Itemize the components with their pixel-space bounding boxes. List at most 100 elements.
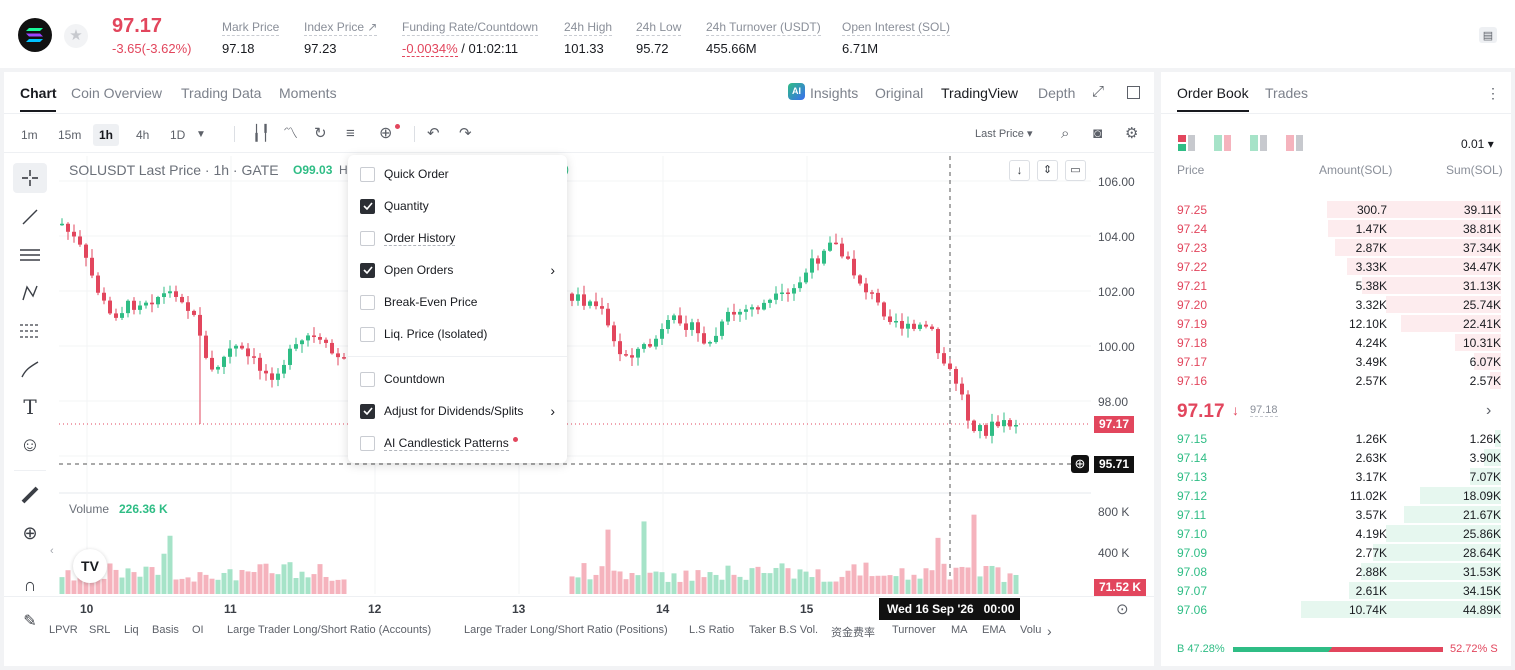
indicator-basis[interactable]: Basis [152,624,179,636]
search-icon[interactable]: ⌕ [1061,125,1070,142]
ask-row[interactable]: 97.17 3.49K 6.07K [1177,352,1501,371]
view-split-icon[interactable] [1214,135,1231,151]
horizontal-lines-tool-icon[interactable] [13,240,47,270]
menu-item-quantity[interactable]: Quantity [360,196,429,216]
collapse-pane-icon[interactable]: ⇕ [1037,160,1058,181]
brush-tool-icon[interactable] [13,354,47,384]
indicator-taker-bs-vol[interactable]: Taker B.S Vol. [749,624,819,636]
view-bids-icon[interactable] [1250,135,1267,151]
checkbox-icon[interactable] [360,294,375,310]
fib-tool-icon[interactable] [13,316,47,346]
timeframe-dropdown-icon[interactable]: ▼ [196,129,206,140]
zoom-in-tool-icon[interactable]: ⊕ [22,522,38,543]
redo-icon[interactable]: ↷ [459,125,472,142]
candle-type-icon[interactable]: ╽╿ [252,125,271,142]
bid-row[interactable]: 97.07 2.61K 34.15K [1177,581,1501,600]
checkbox-icon[interactable] [360,371,375,387]
indicators-icon[interactable]: 〽 [283,125,299,142]
indicator-lpvr[interactable]: LPVR [49,624,78,636]
ask-row[interactable]: 97.19 12.10K 22.41K [1177,314,1501,333]
menu-item-order-history[interactable]: Order History [360,228,456,248]
bid-row[interactable]: 97.06 10.74K 44.89K [1177,600,1501,619]
view-both-icon[interactable] [1178,135,1195,151]
checkbox-icon[interactable] [360,326,375,342]
indicator-lt-ls-accounts[interactable]: Large Trader Long/Short Ratio (Accounts) [227,624,432,636]
ask-row[interactable]: 97.16 2.57K 2.57K [1177,371,1501,390]
bid-row[interactable]: 97.10 4.19K 25.86K [1177,524,1501,543]
chevron-right-icon[interactable]: › [1486,402,1492,419]
reset-scale-icon[interactable]: ⊙ [1116,601,1129,618]
indicator-oi[interactable]: OI [192,624,204,636]
tab-chart[interactable]: Chart [20,85,57,101]
candlestick-chart[interactable] [59,156,1091,594]
timeframe-15m[interactable]: 15m [58,128,82,142]
bid-row[interactable]: 97.15 1.26K 1.26K [1177,429,1501,448]
tab-order-book[interactable]: Order Book [1177,85,1249,101]
ruler-tool-icon[interactable] [13,480,47,510]
pencil-tool-icon[interactable]: ✎ [23,613,37,630]
ask-row[interactable]: 97.23 2.87K 37.34K [1177,238,1501,257]
checkbox-checked-icon[interactable] [360,198,375,214]
checkbox-checked-icon[interactable] [360,262,375,278]
bid-row[interactable]: 97.08 2.88K 31.53K [1177,562,1501,581]
timeframe-4h[interactable]: 4h [136,128,150,142]
indicator-ls-ratio[interactable]: L.S Ratio [689,624,735,636]
fullscreen-icon[interactable]: ⤢ [1092,83,1105,100]
menu-item-ai-candlestick[interactable]: AI Candlestick Patterns [360,433,518,453]
indicator-turnover[interactable]: Turnover [892,624,936,636]
tab-depth[interactable]: Depth [1038,85,1076,101]
compare-icon[interactable]: ↻ [314,125,327,142]
indicator-srl[interactable]: SRL [89,624,111,636]
checkbox-icon[interactable] [360,435,375,451]
checkbox-icon[interactable] [360,166,375,182]
menu-item-countdown[interactable]: Countdown [360,369,445,389]
timeframe-1h[interactable]: 1h [93,124,120,146]
bid-row[interactable]: 97.11 3.57K 21.67K [1177,505,1501,524]
camera-icon[interactable]: ◙ [1093,125,1103,142]
menu-item-break-even-price[interactable]: Break-Even Price [360,292,477,312]
ask-row[interactable]: 97.22 3.33K 34.47K [1177,257,1501,276]
checkbox-checked-icon[interactable] [360,403,375,419]
bid-row[interactable]: 97.12 11.02K 18.09K [1177,486,1501,505]
add-settings-icon[interactable]: ⊕ [379,125,393,142]
timeframe-1m[interactable]: 1m [21,128,38,142]
gear-icon[interactable]: ⚙ [1125,125,1139,142]
ask-row[interactable]: 97.21 5.38K 31.13K [1177,276,1501,295]
add-order-plus-icon[interactable]: ⊕ [1071,455,1089,473]
templates-icon[interactable]: ≡ [346,125,355,142]
pattern-tool-icon[interactable] [13,278,47,308]
crosshair-tool-icon[interactable] [13,163,47,193]
layout-toggle-icon[interactable] [1127,86,1140,99]
trendline-tool-icon[interactable] [13,202,47,232]
view-asks-icon[interactable] [1286,135,1303,151]
emoji-tool-icon[interactable]: ☺ [19,433,41,456]
indicator-ema[interactable]: EMA [982,624,1006,636]
bid-row[interactable]: 97.14 2.63K 3.90K [1177,448,1501,467]
price-source-select[interactable]: Last Price ▾ [975,128,1033,140]
stat-index-price[interactable]: Index Price ↗ 97.23 [304,20,378,56]
indicator-lt-ls-positions[interactable]: Large Trader Long/Short Ratio (Positions… [464,624,668,636]
tab-trading-data[interactable]: Trading Data [181,85,262,101]
maximize-pane-icon[interactable]: ▭ [1065,160,1086,181]
ask-row[interactable]: 97.20 3.32K 25.74K [1177,295,1501,314]
tradingview-logo[interactable]: TV [73,549,107,583]
menu-item-adjust-dividends[interactable]: Adjust for Dividends/Splits › [360,401,555,421]
tab-trades[interactable]: Trades [1265,85,1309,101]
indicator-liq[interactable]: Liq [124,624,139,636]
bid-row[interactable]: 97.13 3.17K 7.07K [1177,467,1501,486]
indicator-volume[interactable]: Volu [1020,624,1042,636]
tab-insights[interactable]: Insights [810,85,859,101]
timeframe-1d[interactable]: 1D [170,128,186,142]
undo-icon[interactable]: ↶ [427,125,440,142]
ask-row[interactable]: 97.18 4.24K 10.31K [1177,333,1501,352]
text-tool-icon[interactable]: T [23,395,37,419]
checkbox-icon[interactable] [360,230,375,246]
ask-row[interactable]: 97.25 300.7 39.11K [1177,200,1501,219]
more-options-icon[interactable]: ⋮ [1486,85,1500,101]
menu-item-quick-order[interactable]: Quick Order [360,164,449,184]
magnet-tool-icon[interactable]: ∩ [23,574,37,595]
ask-row[interactable]: 97.24 1.47K 38.81K [1177,219,1501,238]
tab-original[interactable]: Original [875,85,924,101]
bid-row[interactable]: 97.09 2.77K 28.64K [1177,543,1501,562]
indicator-ma[interactable]: MA [951,624,968,636]
